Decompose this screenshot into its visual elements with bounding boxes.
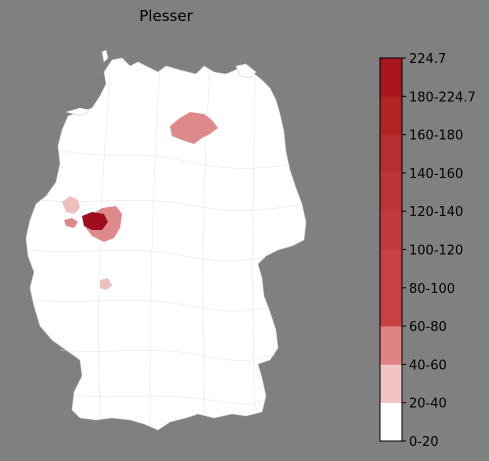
colorbar-tick-label: 100-120	[409, 244, 463, 259]
colorbar-band	[380, 58, 402, 97]
colorbar-tick-label: 80-100	[409, 282, 455, 297]
colorbar-band	[380, 249, 402, 289]
colorbar-tick-label: 0-20	[409, 435, 439, 450]
colorbar-tick-label: 60-80	[409, 320, 447, 335]
colorbar-band	[380, 402, 402, 442]
colorbar-band	[380, 211, 402, 250]
colorbar-tick-label: 20-40	[409, 397, 447, 412]
colorbar-band	[380, 326, 402, 365]
colorbar-tick-label: 180-224.7	[409, 90, 476, 105]
colorbar-tick-label: 160-180	[409, 129, 463, 144]
map-title: Plesser	[139, 7, 193, 25]
coast-island	[235, 63, 257, 79]
colorbar-band	[380, 172, 402, 212]
coast-island	[64, 107, 91, 117]
district-mecklenburg	[170, 112, 218, 144]
district-borders	[29, 69, 301, 426]
colorbar-tick-label: 224.7	[409, 52, 446, 67]
district-hesse-small	[100, 278, 112, 290]
district-westphalia-west	[62, 196, 80, 214]
colorbar-band	[380, 287, 402, 327]
district-max	[82, 212, 108, 230]
colorbar-band	[380, 96, 402, 135]
colorbar-band	[380, 134, 402, 174]
colorbar-tick-label: 140-160	[409, 167, 463, 182]
colorbar-band	[380, 364, 402, 403]
colorbar-tick-label: 120-140	[409, 205, 463, 220]
colorbar-tick-label: 40-60	[409, 358, 447, 373]
coast-island	[101, 49, 109, 63]
district-rhine-small	[64, 218, 78, 228]
